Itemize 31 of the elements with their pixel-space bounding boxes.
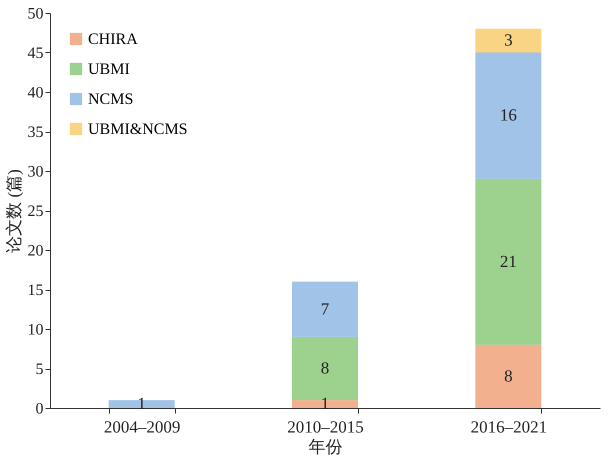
y-tick-label: 0: [36, 400, 44, 418]
bar: [475, 344, 542, 408]
data-label: 7: [320, 299, 330, 318]
legend-label: NCMS: [88, 91, 134, 108]
legend-label: UBMI&NCMS: [88, 121, 188, 138]
data-label: 8: [504, 366, 513, 386]
y-tick-label: 50: [28, 6, 44, 22]
y-axis-title: 论文数 (篇): [4, 169, 24, 253]
y-tick-label: 30: [28, 164, 44, 180]
data-label: 3: [504, 30, 513, 50]
legend-label: CHIRA: [88, 31, 138, 48]
bar: [292, 282, 358, 337]
x-axis-title: 年份: [308, 438, 342, 456]
x-tick-label: 2004–2009: [104, 418, 180, 436]
bar: [475, 178, 542, 345]
x-tick-label: 2016–2021: [470, 418, 548, 436]
y-tick-label: 35: [28, 124, 44, 141]
y-tick-label: 25: [28, 203, 44, 220]
y-tick-label: 10: [28, 322, 44, 338]
bar: [475, 28, 542, 52]
y-tick-label: 20: [28, 242, 44, 260]
data-label: 21: [500, 252, 517, 271]
bar: [475, 52, 542, 179]
y-tick-label: 5: [36, 361, 44, 378]
legend-label: UBMI: [88, 61, 130, 78]
data-label: 8: [320, 358, 330, 378]
y-tick-label: 45: [28, 45, 44, 62]
y-tick-label: 40: [28, 84, 44, 102]
x-tick-label: 2010–2015: [287, 418, 364, 436]
data-label: 16: [500, 106, 517, 125]
y-tick-label: 15: [28, 282, 44, 299]
